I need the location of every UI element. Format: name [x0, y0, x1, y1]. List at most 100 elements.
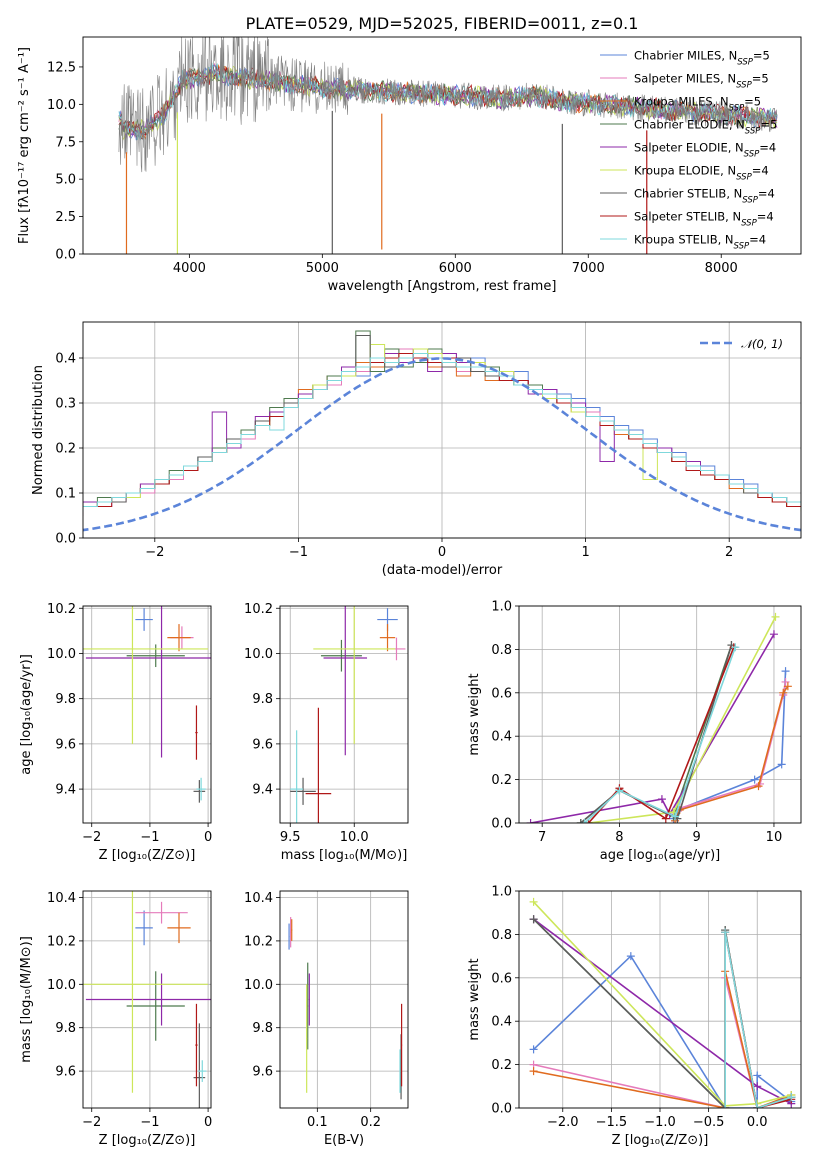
plot-area — [288, 917, 403, 1100]
y-axis-label: mass weight — [467, 673, 482, 755]
y-tick-label: 10.0 — [244, 978, 273, 993]
x-tick-label: 0.2 — [360, 1115, 381, 1130]
errorbar-point — [126, 644, 185, 668]
errorbar-point — [193, 1023, 206, 1108]
x-tick-label: 9.5 — [280, 830, 301, 845]
y-axis-label: age [log₁₀(age/yr)] — [19, 654, 34, 775]
y-tick-label: 2.5 — [55, 210, 76, 225]
plus-marker — [779, 688, 788, 697]
plus-marker — [754, 782, 763, 791]
errorbar-point — [196, 777, 206, 801]
y-tick-label: 0.4 — [55, 352, 76, 367]
errorbar-point — [126, 971, 185, 1041]
y-tick-label: 0.6 — [491, 971, 512, 986]
legend-label: Salpeter STELIB, NSSP=4 — [634, 210, 774, 229]
mass-weight-series — [530, 633, 775, 823]
x-tick-label: −2 — [82, 1115, 101, 1130]
x-axis-label: Z [log₁₀(Z/Z⊙)] — [612, 1133, 709, 1148]
x-tick-label: 10 — [766, 830, 783, 845]
spectrum-legend: Chabrier MILES, NSSP=5 Salpeter MILES, NS… — [600, 49, 777, 252]
y-tick-label: 9.8 — [252, 692, 273, 707]
plot-area — [529, 897, 796, 1108]
x-tick-label: 0.1 — [307, 1115, 328, 1130]
y-tick-label: 0.0 — [491, 1102, 512, 1117]
x-axis-label: Z [log₁₀(Z/Z⊙)] — [99, 1133, 196, 1148]
y-tick-label: 10.2 — [244, 934, 273, 949]
x-axis-label: mass [log₁₀(M/M⊙)] — [281, 848, 408, 863]
errorbar-point — [167, 624, 191, 652]
errorbar-point — [135, 608, 153, 631]
errorbar-point — [288, 923, 290, 950]
panel-massweight-vs-metallicity: −2.0 −1.5 −1.0 −0.5 0.0 0.0 0.2 0.4 0.6 0.8 1.0 Z [… — [467, 885, 802, 1148]
y-tick-label: 9.8 — [252, 1021, 273, 1036]
x-tick-label: 5000 — [306, 261, 339, 276]
legend-label: Chabrier ELODIE, NSSP=5 — [634, 118, 777, 137]
y-tick-label: 0.8 — [491, 928, 512, 943]
x-tick-label: −1 — [140, 830, 159, 845]
plot-area — [83, 330, 801, 532]
axes-frame — [82, 890, 212, 1109]
figure-title: PLATE=0529, MJD=52025, FIBERID=0011, z=0… — [246, 14, 639, 33]
y-axis-label: mass [log₁₀(M/M⊙)] — [19, 936, 34, 1063]
x-tick-label: 8 — [615, 830, 623, 845]
y-tick-label: 0.2 — [491, 773, 512, 788]
errorbar-point — [290, 730, 304, 823]
y-tick-label: 0.0 — [55, 248, 76, 263]
plus-marker — [657, 795, 666, 804]
x-axis-label: (data-model)/error — [382, 563, 503, 578]
legend-label: Kroupa STELIB, NSSP=4 — [634, 233, 766, 252]
y-tick-label: 0.0 — [55, 532, 76, 547]
y-axis-label: mass weight — [467, 958, 482, 1040]
plot-area — [83, 606, 211, 803]
errorbar-point — [195, 705, 198, 760]
plus-marker — [526, 819, 535, 823]
x-tick-label: 7 — [538, 830, 546, 845]
x-tick-label: 10.0 — [340, 830, 369, 845]
y-tick-label: 0.4 — [491, 730, 512, 745]
mass-weight-series — [584, 646, 737, 823]
x-tick-label: 0.0 — [747, 1115, 768, 1130]
errorbar-point — [379, 624, 396, 652]
legend-label: Kroupa ELODIE, NSSP=4 — [634, 164, 769, 183]
x-tick-label: 2 — [725, 545, 733, 560]
y-tick-label: 9.6 — [252, 1065, 273, 1080]
histogram-series — [83, 353, 801, 512]
plus-marker — [781, 667, 790, 676]
x-tick-label: −2 — [82, 830, 101, 845]
errorbar-point — [305, 707, 332, 823]
observed-spectrum-line — [118, 37, 778, 173]
plus-marker — [529, 915, 538, 924]
plot-area — [526, 612, 792, 823]
y-tick-label: 10.2 — [47, 602, 76, 617]
panel-age-vs-metallicity: −2 −1 0 9.4 9.6 9.8 10.0 10.2 Z [log₁₀(Z/Z⊙)] age… — [19, 602, 212, 863]
mass-weight-series — [533, 954, 792, 1108]
plus-marker — [753, 1082, 762, 1091]
mass-weight-series — [724, 932, 792, 1108]
y-tick-label: 10.0 — [47, 978, 76, 993]
y-tick-label: 0.1 — [55, 487, 76, 502]
y-tick-label: 12.5 — [47, 60, 76, 75]
panel-spectrum: 4000 5000 6000 7000 8000 0.0 2.5 5.0 7.5 10.0 12.5… — [17, 36, 802, 294]
x-axis-label: Z [log₁₀(Z/Z⊙)] — [99, 848, 196, 863]
y-tick-label: 10.0 — [244, 647, 273, 662]
panel-residuals: −2 −1 0 1 2 0.0 0.1 0.2 0.3 0.4 (data-model)/error… — [31, 321, 802, 578]
legend-label: Chabrier STELIB, NSSP=4 — [634, 187, 775, 206]
plus-marker — [529, 1067, 538, 1076]
x-tick-label: 1 — [581, 545, 589, 560]
legend-label: Salpeter ELODIE, NSSP=4 — [634, 141, 776, 160]
plot-area — [118, 37, 778, 254]
y-tick-label: 7.5 — [55, 135, 76, 150]
errorbar-point — [323, 606, 368, 756]
plus-marker — [615, 786, 624, 795]
x-tick-label: 8000 — [705, 261, 738, 276]
plus-marker — [777, 760, 786, 769]
plus-marker — [731, 643, 740, 652]
y-tick-label: 0.6 — [491, 686, 512, 701]
x-tick-label: −1.5 — [596, 1115, 628, 1130]
plus-marker — [753, 1071, 762, 1080]
x-tick-label: 0 — [204, 830, 212, 845]
plus-marker — [529, 1045, 538, 1054]
errorbar-point — [306, 984, 308, 1093]
y-tick-label: 10.2 — [47, 934, 76, 949]
